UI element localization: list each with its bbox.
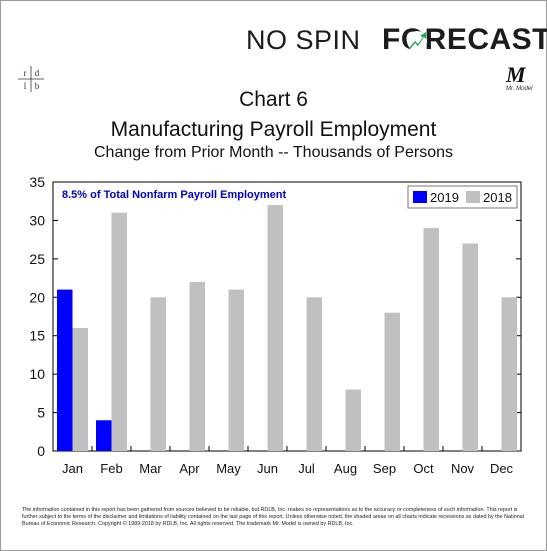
bar-2019-feb bbox=[96, 420, 112, 451]
x-tick-label: Feb bbox=[100, 461, 122, 476]
bar-2018-dec bbox=[501, 297, 517, 451]
bar-2018-jun bbox=[267, 205, 283, 451]
rdlb-letter-b: b bbox=[35, 81, 40, 91]
rdlb-letter-l: l bbox=[24, 81, 27, 91]
y-tick-label: 0 bbox=[37, 443, 45, 459]
y-axis: 0 5 10 15 20 25 30 35 bbox=[29, 174, 521, 459]
x-tick-label: Jan bbox=[62, 461, 83, 476]
legend-label-2019: 2019 bbox=[430, 190, 459, 205]
mr-model-text: Mr. Model bbox=[506, 86, 533, 92]
y-tick-label: 25 bbox=[29, 251, 45, 267]
disclaimer-text: The information contained in this report… bbox=[22, 507, 524, 527]
bar-2018-aug bbox=[345, 389, 361, 451]
x-tick-label: Oct bbox=[413, 461, 434, 476]
y-tick-label: 30 bbox=[29, 212, 45, 228]
rdlb-letter-r: r bbox=[24, 68, 27, 78]
y-tick-label: 10 bbox=[29, 366, 45, 382]
bar-2018-apr bbox=[189, 281, 205, 451]
mr-model-letter: M bbox=[506, 62, 526, 87]
bar-2018-mar bbox=[150, 297, 166, 451]
x-tick-label: Nov bbox=[451, 461, 475, 476]
legend-label-2018: 2018 bbox=[483, 190, 512, 205]
y-tick-label: 15 bbox=[29, 328, 45, 344]
plot-area bbox=[52, 181, 522, 452]
x-axis: Jan Feb Mar Apr May Jun Jul Aug Sep Oct Nov Dec bbox=[62, 446, 514, 476]
bars bbox=[57, 205, 517, 451]
x-tick-label: Dec bbox=[490, 461, 514, 476]
bar-2019-jan bbox=[57, 289, 73, 451]
bar-2018-jul bbox=[306, 297, 322, 451]
rdlb-letter-d: d bbox=[35, 68, 40, 78]
x-tick-label: Jun bbox=[257, 461, 278, 476]
chart-subtitle: Manufacturing Payroll Employment bbox=[110, 118, 437, 141]
y-tick-label: 20 bbox=[29, 289, 45, 305]
brand-logo: NO SPIN FORECAST bbox=[246, 22, 547, 58]
chart-subtitle-units: Change from Prior Month -- Thousands of … bbox=[94, 144, 453, 161]
x-tick-label: Sep bbox=[373, 461, 396, 476]
legend-swatch-2018 bbox=[466, 191, 480, 203]
bar-2018-oct bbox=[423, 228, 439, 451]
legend-swatch-2019 bbox=[413, 191, 427, 203]
x-tick-label: Apr bbox=[179, 461, 200, 476]
bar-2018-feb bbox=[111, 212, 127, 451]
bar-2018-nov bbox=[462, 243, 478, 451]
legend: 2019 2018 bbox=[407, 185, 518, 209]
mr-model-logo: M Mr. Model bbox=[504, 62, 533, 96]
x-tick-label: Aug bbox=[334, 461, 357, 476]
x-tick-label: Jul bbox=[298, 461, 315, 476]
bar-2018-sep bbox=[384, 312, 400, 451]
chart-annotation: 8.5% of Total Nonfarm Payroll Employment bbox=[62, 189, 286, 201]
x-tick-label: May bbox=[216, 461, 241, 476]
brand-no-spin: NO SPIN bbox=[246, 25, 361, 55]
bar-2018-jan bbox=[72, 328, 88, 451]
forecast-arrow-icon bbox=[407, 31, 427, 51]
y-tick-label: 35 bbox=[29, 174, 45, 190]
x-tick-label: Mar bbox=[139, 461, 162, 476]
y-tick-label: 5 bbox=[37, 405, 45, 421]
rdlb-logo: r d l b bbox=[18, 66, 44, 92]
chart-title: Chart 6 bbox=[239, 88, 308, 111]
legend-box bbox=[407, 185, 518, 209]
bar-2018-may bbox=[228, 289, 244, 451]
